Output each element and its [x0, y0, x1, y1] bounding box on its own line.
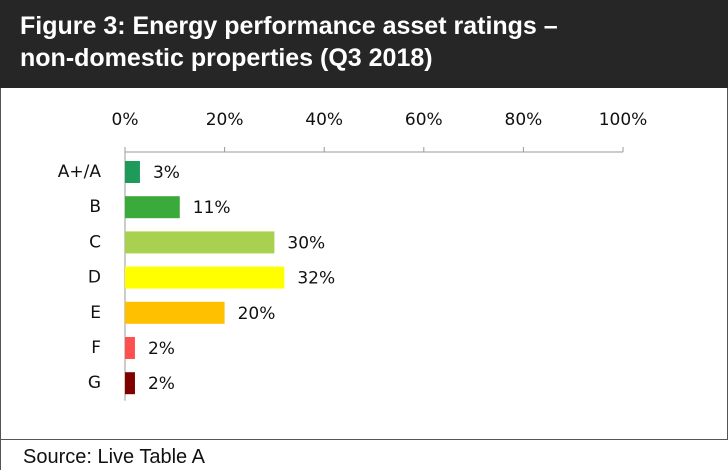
bar	[125, 337, 135, 359]
value-label: 3%	[153, 163, 180, 183]
y-tick-label: D	[88, 268, 101, 288]
value-label: 2%	[148, 339, 175, 359]
title-line: non-domestic properties (Q3 2018)	[20, 44, 433, 72]
y-tick-label: C	[89, 232, 101, 252]
title-line: Figure 3: Energy performance asset ratin…	[20, 12, 558, 40]
bar	[125, 372, 135, 395]
y-tick-label: F	[91, 338, 101, 358]
x-tick-label: 100%	[599, 110, 648, 130]
x-tick-label: 20%	[206, 110, 244, 130]
y-tick-label: A+/A	[58, 162, 102, 182]
value-label: 32%	[297, 269, 335, 289]
bar	[125, 301, 225, 324]
bar	[125, 196, 180, 219]
x-tick-label: 60%	[405, 110, 443, 130]
bar	[125, 161, 140, 183]
value-label: 2%	[148, 374, 175, 394]
bar	[125, 231, 275, 254]
y-tick-label: B	[89, 197, 101, 217]
value-label: 30%	[287, 233, 325, 253]
header: Figure 3: Energy performance asset ratin…	[0, 0, 728, 88]
chart: 0% 20% 40% 60% 80% 100% A+/A 3% B 11% C 30% D 32% E 20%…	[58, 110, 648, 401]
bar	[125, 266, 285, 289]
x-tick-label: 0%	[112, 110, 139, 130]
value-label: 11%	[193, 198, 231, 218]
source: Source: Live Table A	[0, 440, 728, 470]
y-tick-label: G	[88, 373, 101, 393]
chart-area: 0% 20% 40% 60% 80% 100% A+/A 3% B 11% C 30% D 32% E 20%…	[0, 88, 728, 440]
value-label: 20%	[238, 304, 276, 324]
x-tick-label: 40%	[305, 110, 343, 130]
y-tick-label: E	[90, 303, 101, 323]
x-tick-label: 80%	[505, 110, 543, 130]
